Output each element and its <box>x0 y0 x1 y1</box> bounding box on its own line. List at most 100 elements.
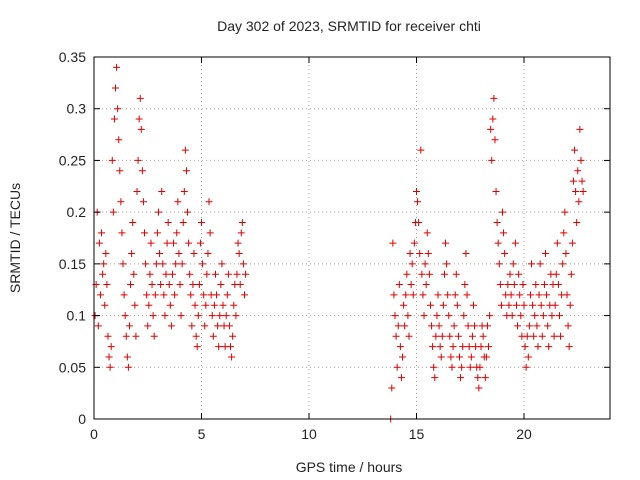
data-point <box>571 146 579 154</box>
data-point <box>229 332 237 340</box>
data-point <box>142 260 150 268</box>
data-point <box>445 312 453 320</box>
data-point <box>131 301 139 309</box>
data-point <box>103 281 111 289</box>
data-point <box>540 281 548 289</box>
data-point <box>397 374 405 382</box>
data-point <box>393 363 401 371</box>
data-point <box>567 270 575 278</box>
data-point <box>114 105 122 113</box>
data-point <box>171 291 179 299</box>
data-point <box>219 301 227 309</box>
x-tick-label: 5 <box>198 426 206 442</box>
data-point <box>430 363 438 371</box>
data-point <box>512 301 520 309</box>
data-point <box>193 343 201 351</box>
data-point <box>468 332 476 340</box>
data-point <box>461 281 469 289</box>
data-point <box>147 239 155 247</box>
data-point <box>453 301 461 309</box>
axis-ticks: 0 5 10 15 20 0 0.05 0.1 0.15 0.2 0.25 0.3 0.35 <box>59 49 610 442</box>
data-point <box>159 260 167 268</box>
data-point <box>446 332 454 340</box>
data-point <box>572 187 580 195</box>
data-point <box>544 322 552 330</box>
data-point <box>233 270 241 278</box>
data-point <box>554 281 562 289</box>
data-point <box>437 353 445 361</box>
data-point <box>190 250 198 258</box>
data-point <box>224 270 232 278</box>
data-point <box>578 177 586 185</box>
data-point <box>119 260 127 268</box>
data-point <box>205 198 213 206</box>
data-point <box>491 136 499 144</box>
data-point <box>489 115 497 123</box>
data-point <box>475 384 483 392</box>
data-point <box>409 291 417 299</box>
data-point <box>227 343 235 351</box>
data-point <box>135 115 143 123</box>
data-point <box>145 301 153 309</box>
data-point <box>524 353 532 361</box>
chart-title: Day 302 of 2023, SRMTID for receiver cht… <box>217 18 481 34</box>
data-point <box>497 301 505 309</box>
data-point <box>222 312 230 320</box>
data-point <box>175 250 183 258</box>
data-point <box>123 353 131 361</box>
data-point <box>535 291 543 299</box>
data-point <box>102 250 110 258</box>
data-point <box>569 177 577 185</box>
data-point <box>394 322 402 330</box>
data-point <box>191 301 199 309</box>
data-point <box>443 260 451 268</box>
data-point <box>130 270 138 278</box>
data-point <box>522 363 530 371</box>
data-point <box>235 250 243 258</box>
data-point <box>562 250 570 258</box>
data-point <box>404 312 412 320</box>
data-point <box>433 312 441 320</box>
data-point <box>539 312 547 320</box>
data-point <box>551 301 559 309</box>
data-point <box>162 270 170 278</box>
data-point <box>196 239 204 247</box>
data-point <box>561 208 569 216</box>
data-point <box>192 332 200 340</box>
data-point <box>200 291 208 299</box>
data-points <box>91 63 587 423</box>
data-point <box>420 312 428 320</box>
data-point <box>477 343 485 351</box>
x-tick-label: 10 <box>301 426 317 442</box>
x-tick-label: 15 <box>409 426 425 442</box>
data-point <box>462 250 470 258</box>
data-point <box>185 239 193 247</box>
data-point <box>494 239 502 247</box>
data-point <box>458 363 466 371</box>
data-point <box>112 84 119 92</box>
data-point <box>486 312 494 320</box>
data-point <box>483 322 491 330</box>
data-point <box>389 239 397 247</box>
data-point <box>402 291 410 299</box>
data-point <box>451 291 459 299</box>
data-point <box>209 332 217 340</box>
data-point <box>161 312 169 320</box>
data-point <box>490 94 498 102</box>
data-point <box>150 332 158 340</box>
data-point <box>195 281 203 289</box>
data-point <box>148 281 156 289</box>
data-point <box>422 281 430 289</box>
data-point <box>129 218 137 226</box>
data-point <box>127 281 135 289</box>
data-point <box>152 260 160 268</box>
data-point <box>181 146 189 154</box>
grid-lines <box>94 57 610 419</box>
data-point <box>566 301 574 309</box>
data-point <box>214 322 222 330</box>
data-point <box>413 187 420 195</box>
data-point <box>559 260 567 268</box>
data-point <box>216 312 224 320</box>
data-point <box>128 250 136 258</box>
data-point <box>533 322 541 330</box>
